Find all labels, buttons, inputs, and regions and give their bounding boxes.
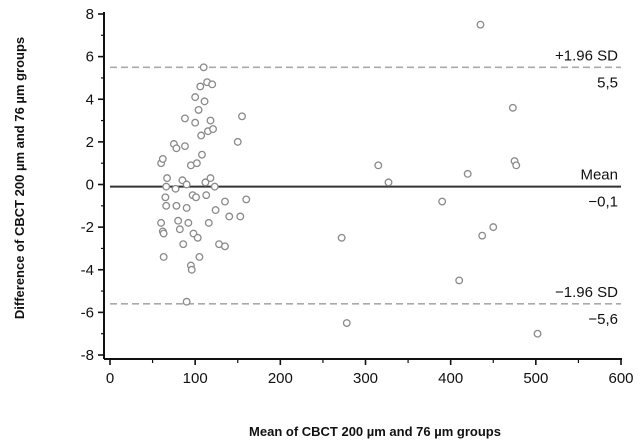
x-axis-title: Mean of CBCT 200 µm and 76 µm groups <box>249 424 501 439</box>
data-point <box>211 206 220 215</box>
data-point <box>206 116 215 125</box>
data-point <box>200 97 209 106</box>
data-point <box>512 161 521 170</box>
data-point <box>162 182 171 191</box>
data-point <box>233 137 242 146</box>
data-point <box>438 197 447 206</box>
data-point <box>236 212 245 221</box>
x-tick-label: 400 <box>438 370 463 387</box>
data-point <box>204 218 213 227</box>
x-tick-label: 600 <box>608 370 633 387</box>
data-point <box>221 197 229 206</box>
data-point <box>182 203 191 212</box>
data-point <box>193 233 202 242</box>
data-point <box>202 191 211 200</box>
data-point <box>159 229 168 238</box>
data-point <box>238 112 246 121</box>
data-point <box>163 174 172 183</box>
data-point <box>374 161 383 170</box>
y-tick-label: -8 <box>81 347 94 364</box>
x-tick-label: 300 <box>353 370 378 387</box>
data-point <box>242 195 251 204</box>
data-point <box>384 178 393 187</box>
data-point <box>159 253 168 261</box>
data-point <box>197 131 206 140</box>
y-tick-label: 2 <box>86 134 94 151</box>
data-point <box>199 63 208 72</box>
data-point <box>221 242 229 251</box>
x-tick-label: 500 <box>523 370 548 387</box>
data-point <box>201 178 210 187</box>
data-point <box>342 319 351 327</box>
data-point <box>489 223 498 232</box>
x-tick-label: 0 <box>106 370 114 387</box>
data-point <box>192 159 201 168</box>
x-tick-label: 200 <box>268 370 293 387</box>
data-point <box>225 212 234 221</box>
y-tick-label: 0 <box>86 177 94 194</box>
data-point <box>161 193 170 202</box>
y-tick-label: 4 <box>86 91 94 108</box>
data-point <box>476 20 485 29</box>
upper-line-label: +1.96 SD <box>555 47 618 64</box>
data-point <box>162 201 171 210</box>
mean-line-label: Mean <box>580 167 618 184</box>
data-point <box>174 216 183 225</box>
data-point <box>196 82 205 91</box>
data-point <box>158 154 167 163</box>
data-point <box>455 276 464 285</box>
data-point <box>172 201 181 210</box>
data-point <box>463 169 472 178</box>
x-tick-label: 100 <box>183 370 208 387</box>
data-point <box>187 265 196 274</box>
data-point <box>533 329 542 338</box>
data-point <box>184 218 193 227</box>
data-point <box>194 105 203 114</box>
data-point <box>206 174 215 183</box>
data-point <box>337 233 346 242</box>
upper-line-value: 5,5 <box>597 74 618 91</box>
data-point <box>209 125 218 134</box>
data-point <box>180 142 189 151</box>
data-point <box>182 297 191 306</box>
data-point <box>508 103 517 112</box>
data-point <box>210 182 219 191</box>
data-point <box>191 93 200 102</box>
y-tick-label: 8 <box>86 6 94 23</box>
data-point <box>208 80 217 89</box>
y-axis-title: Difference of CBCT 200 µm and 76 µm grou… <box>12 37 27 319</box>
data-point <box>191 118 200 127</box>
y-tick-label: 6 <box>86 49 94 66</box>
data-point <box>182 180 191 189</box>
lower-line-label: −1.96 SD <box>555 284 618 301</box>
data-point <box>180 114 189 123</box>
y-tick-label: -4 <box>81 262 94 279</box>
data-point <box>172 144 181 153</box>
data-point <box>157 218 166 227</box>
data-point <box>478 231 487 240</box>
data-point <box>192 193 200 202</box>
lower-line-value: −5,6 <box>588 311 618 328</box>
y-tick-label: -6 <box>81 304 94 321</box>
y-tick-label: -2 <box>81 219 94 236</box>
data-point <box>179 240 188 249</box>
data-point <box>171 184 180 193</box>
data-point <box>195 253 204 261</box>
data-point <box>198 150 206 159</box>
mean-line-value: −0,1 <box>588 194 618 211</box>
data-point <box>175 225 184 234</box>
